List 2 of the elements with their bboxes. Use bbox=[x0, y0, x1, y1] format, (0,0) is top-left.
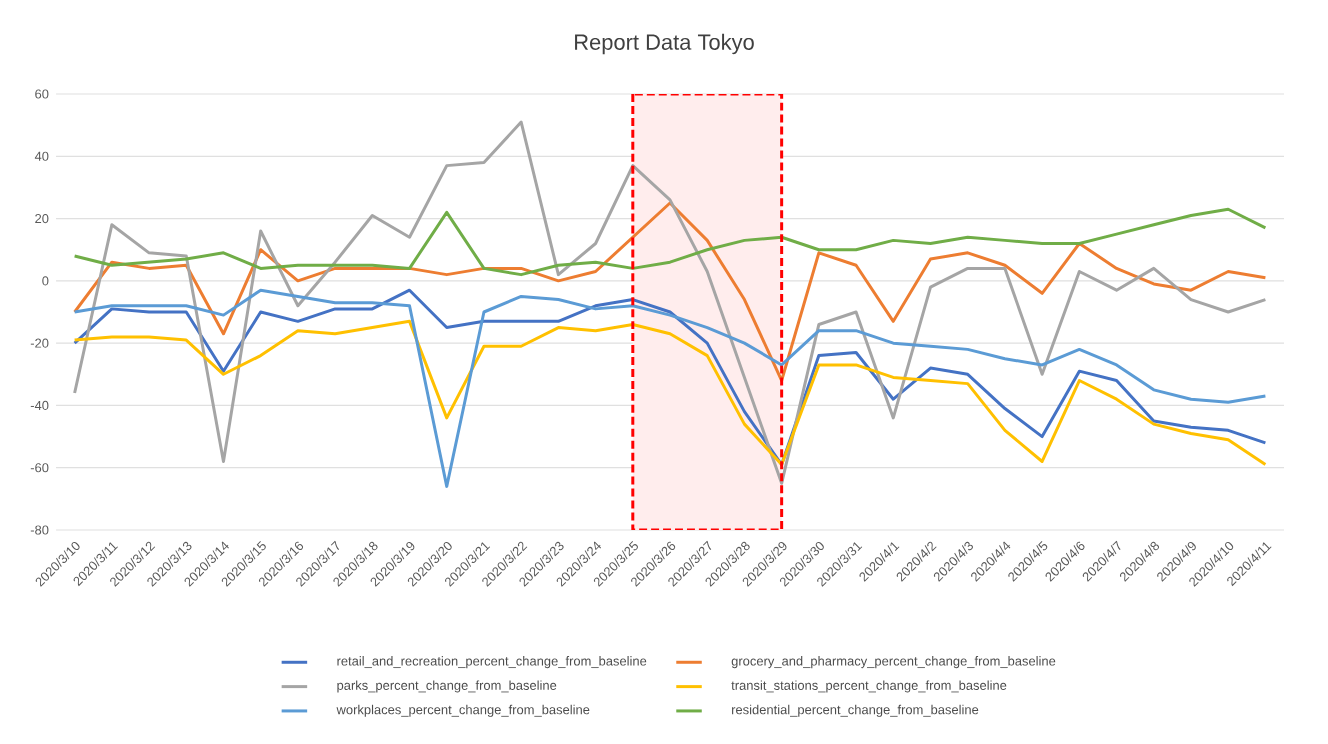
chart-title: Report Data Tokyo bbox=[575, 33, 754, 55]
line-series bbox=[73, 120, 1267, 485]
